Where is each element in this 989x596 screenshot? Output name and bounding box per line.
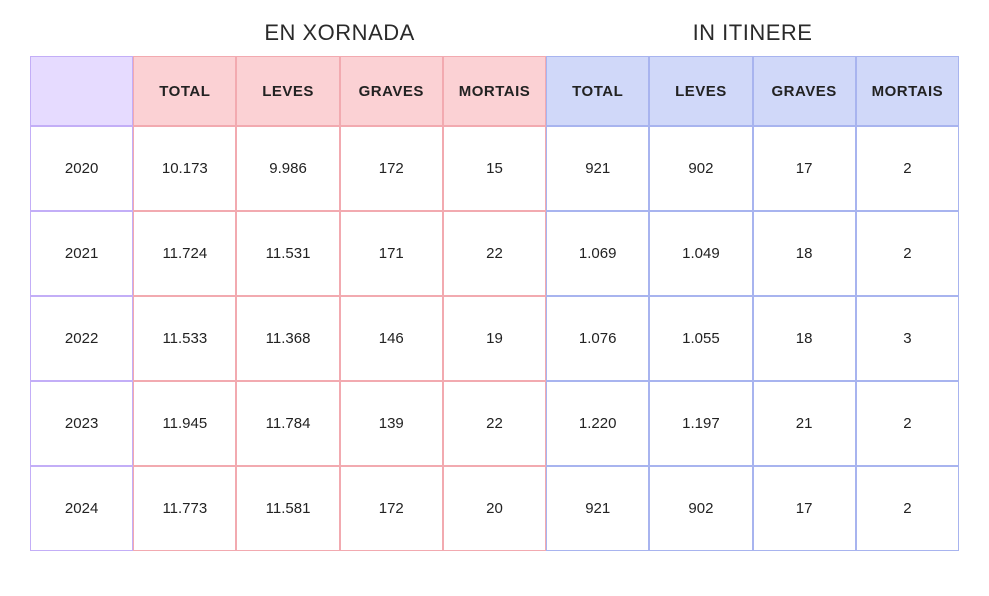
- cell-x-graves: 171: [340, 211, 443, 296]
- cell-year: 2023: [30, 381, 133, 466]
- cell-x-leves: 11.581: [236, 466, 339, 551]
- table-row: 2020 10.173 9.986 172 15 921 902 17 2: [30, 126, 959, 211]
- cell-i-leves: 1.197: [649, 381, 752, 466]
- table-row: 2023 11.945 11.784 139 22 1.220 1.197 21…: [30, 381, 959, 466]
- cell-x-mortais: 22: [443, 381, 546, 466]
- cell-i-total: 921: [546, 466, 649, 551]
- data-table: TOTAL LEVES GRAVES MORTAIS TOTAL LEVES G…: [30, 56, 959, 551]
- cell-x-graves: 139: [340, 381, 443, 466]
- col-header-i-graves: GRAVES: [753, 56, 856, 126]
- cell-i-mortais: 3: [856, 296, 959, 381]
- table-body: 2020 10.173 9.986 172 15 921 902 17 2 20…: [30, 126, 959, 551]
- cell-i-mortais: 2: [856, 381, 959, 466]
- cell-x-total: 11.533: [133, 296, 236, 381]
- cell-i-mortais: 2: [856, 126, 959, 211]
- cell-i-leves: 1.055: [649, 296, 752, 381]
- cell-x-graves: 172: [340, 466, 443, 551]
- cell-x-total: 11.945: [133, 381, 236, 466]
- cell-i-leves: 902: [649, 126, 752, 211]
- cell-x-leves: 11.531: [236, 211, 339, 296]
- section-header-spacer: [30, 20, 133, 46]
- cell-x-graves: 146: [340, 296, 443, 381]
- cell-i-graves: 17: [753, 466, 856, 551]
- section-title-xornada: EN XORNADA: [133, 20, 546, 46]
- header-row: TOTAL LEVES GRAVES MORTAIS TOTAL LEVES G…: [30, 56, 959, 126]
- cell-x-mortais: 15: [443, 126, 546, 211]
- cell-x-graves: 172: [340, 126, 443, 211]
- section-title-itinere: IN ITINERE: [546, 20, 959, 46]
- cell-i-total: 921: [546, 126, 649, 211]
- cell-i-total: 1.220: [546, 381, 649, 466]
- col-header-x-graves: GRAVES: [340, 56, 443, 126]
- cell-i-mortais: 2: [856, 211, 959, 296]
- cell-i-graves: 18: [753, 296, 856, 381]
- cell-x-leves: 11.368: [236, 296, 339, 381]
- cell-year: 2021: [30, 211, 133, 296]
- cell-year: 2020: [30, 126, 133, 211]
- cell-x-total: 10.173: [133, 126, 236, 211]
- col-header-i-total: TOTAL: [546, 56, 649, 126]
- cell-i-leves: 902: [649, 466, 752, 551]
- cell-x-total: 11.773: [133, 466, 236, 551]
- col-header-x-mortais: MORTAIS: [443, 56, 546, 126]
- section-headers: EN XORNADA IN ITINERE: [30, 20, 959, 46]
- cell-year: 2024: [30, 466, 133, 551]
- col-header-year: [30, 56, 133, 126]
- cell-x-leves: 11.784: [236, 381, 339, 466]
- cell-i-total: 1.076: [546, 296, 649, 381]
- cell-i-graves: 18: [753, 211, 856, 296]
- cell-year: 2022: [30, 296, 133, 381]
- table-row: 2022 11.533 11.368 146 19 1.076 1.055 18…: [30, 296, 959, 381]
- cell-x-leves: 9.986: [236, 126, 339, 211]
- cell-i-mortais: 2: [856, 466, 959, 551]
- col-header-x-leves: LEVES: [236, 56, 339, 126]
- col-header-i-leves: LEVES: [649, 56, 752, 126]
- table-row: 2024 11.773 11.581 172 20 921 902 17 2: [30, 466, 959, 551]
- cell-x-mortais: 20: [443, 466, 546, 551]
- cell-i-graves: 17: [753, 126, 856, 211]
- col-header-i-mortais: MORTAIS: [856, 56, 959, 126]
- col-header-x-total: TOTAL: [133, 56, 236, 126]
- cell-i-leves: 1.049: [649, 211, 752, 296]
- table-row: 2021 11.724 11.531 171 22 1.069 1.049 18…: [30, 211, 959, 296]
- cell-i-total: 1.069: [546, 211, 649, 296]
- cell-x-mortais: 22: [443, 211, 546, 296]
- cell-x-total: 11.724: [133, 211, 236, 296]
- cell-i-graves: 21: [753, 381, 856, 466]
- cell-x-mortais: 19: [443, 296, 546, 381]
